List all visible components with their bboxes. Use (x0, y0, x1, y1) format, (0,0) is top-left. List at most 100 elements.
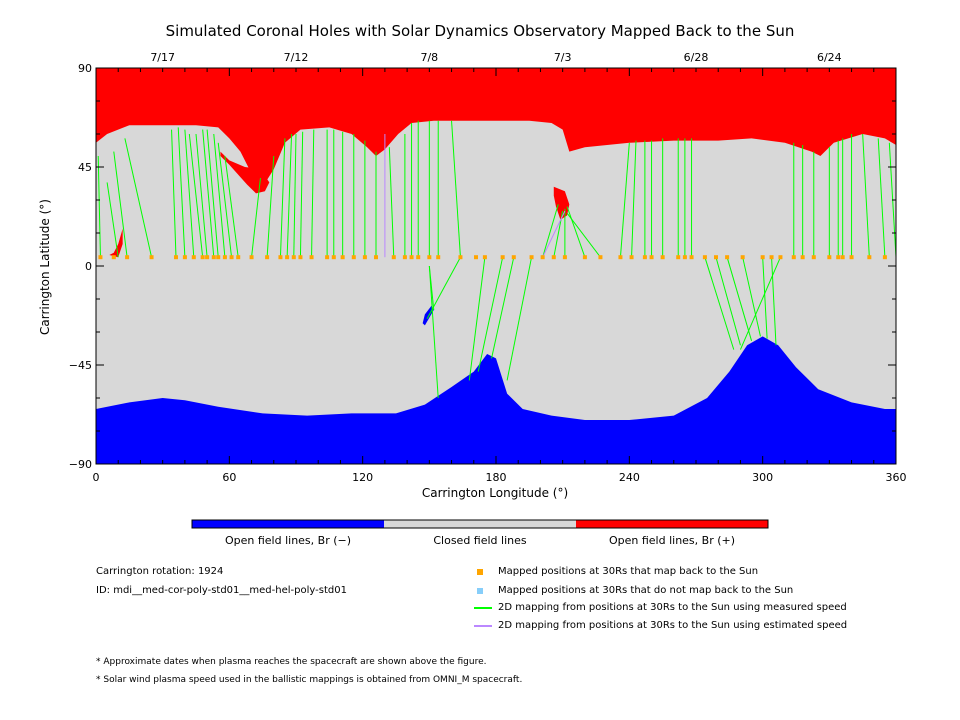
colorbar-label-positive: Open field lines, Br (+) (608, 534, 736, 547)
mapped-point (205, 255, 210, 260)
positive-coronal-hole-patch (220, 151, 270, 194)
mapped-point (416, 255, 421, 260)
mapped-point (714, 255, 718, 260)
mapped-point (702, 255, 707, 260)
mapped-point (582, 255, 587, 260)
measured-mapping-line (877, 138, 886, 258)
mapped-point (458, 255, 463, 260)
mapped-point (598, 255, 603, 260)
colorbar-frame (191, 519, 769, 529)
mapped-point (511, 255, 516, 260)
north-polar-coronal-hole (96, 68, 896, 187)
mapped-point (760, 255, 765, 260)
measured-mapping-line (631, 140, 637, 258)
south-polar-coronal-hole (96, 336, 896, 464)
mapped-point (216, 255, 221, 260)
measured-mapping-line (491, 257, 515, 359)
legend-estimated-swatch (474, 625, 492, 627)
positive-coronal-hole-patch (553, 186, 570, 220)
mapped-point (740, 255, 745, 260)
measured-mapping-line (771, 257, 777, 346)
measured-mapping-line (251, 177, 261, 258)
x-tick-label: 120 (352, 471, 373, 484)
measured-mapping-line (202, 129, 215, 258)
mapped-point (778, 255, 783, 260)
mapped-point (529, 255, 534, 260)
footnote-speed: * Solar wind plasma speed used in the ba… (96, 675, 523, 685)
mapped-point (629, 255, 634, 260)
mapped-point (849, 255, 854, 260)
mapped-point (222, 255, 227, 260)
date-label: 7/3 (554, 51, 572, 64)
model-id: ID: mdi__med-cor-poly-std01__med-hel-pol… (96, 585, 347, 596)
mapped-point (236, 255, 241, 260)
date-label: 7/8 (420, 51, 438, 64)
mapped-point (618, 255, 623, 260)
legend-mapped-swatch (477, 569, 483, 575)
mapped-point (725, 255, 730, 260)
measured-mapping-line (619, 142, 630, 258)
mapped-point (409, 255, 414, 260)
colorbar-closed (384, 520, 576, 528)
measured-mapping-line (206, 129, 219, 258)
mapped-point (689, 255, 694, 260)
measured-mapping-line (566, 206, 586, 258)
mapped-point (111, 255, 116, 260)
mapped-point (211, 255, 216, 260)
measured-mapping-line (715, 257, 741, 346)
x-tick-label: 0 (93, 471, 100, 484)
mapped-point (331, 255, 336, 260)
mapped-point (649, 255, 654, 260)
colorbar-label-negative: Open field lines, Br (−) (224, 534, 352, 547)
y-tick-label: −45 (69, 359, 92, 372)
mapped-point (642, 255, 647, 260)
measured-mapping-line (184, 129, 195, 258)
mapped-point (265, 255, 270, 260)
mapped-point (500, 255, 505, 260)
chart-title: Simulated Coronal Holes with Solar Dynam… (165, 22, 795, 40)
mapped-point (827, 255, 832, 260)
mapped-point (474, 255, 478, 260)
measured-mapping-line (266, 155, 275, 258)
mapped-point (182, 255, 187, 260)
negative-coronal-hole-patch (422, 305, 434, 326)
colorbar-label-closed: Closed field lines (433, 534, 527, 547)
mapped-point (298, 255, 303, 260)
mapped-point (309, 255, 314, 260)
footnote-dates: * Approximate dates when plasma reaches … (96, 657, 487, 667)
measured-mapping-line (97, 155, 101, 258)
measured-mapping-line (224, 155, 239, 258)
measured-mapping-line (171, 129, 177, 258)
measured-mapping-line (862, 133, 870, 258)
y-tick-label: 90 (78, 62, 92, 75)
y-axis-label: Carrington Latitude (°) (38, 199, 52, 335)
x-tick-label: 360 (886, 471, 907, 484)
mapped-point (551, 255, 556, 260)
mapped-point (374, 255, 378, 260)
x-tick-label: 240 (619, 471, 640, 484)
legend-measured-label: 2D mapping from positions at 30Rs to the… (498, 602, 847, 613)
measured-mapping-line (704, 257, 735, 350)
legend-unmapped-swatch (477, 588, 483, 594)
legend-unmapped-label: Mapped positions at 30Rs that do not map… (498, 585, 794, 596)
measured-mapping-line (188, 133, 204, 258)
mapped-point (682, 255, 687, 260)
y-tick-label: −90 (69, 458, 92, 471)
x-tick-label: 60 (222, 471, 236, 484)
measured-mapping-line (195, 133, 208, 258)
mapped-point (278, 255, 283, 260)
colorbar-negative (192, 520, 384, 528)
mapped-point (340, 255, 345, 260)
mapped-point (836, 255, 841, 260)
x-tick-label: 300 (752, 471, 773, 484)
carrington-rotation: Carrington rotation: 1924 (96, 566, 224, 577)
measured-mapping-line (428, 265, 439, 399)
axes: 0 60 120 180 240 300 360 90 45 0 −45 −90 7/17 7/12 7/8… (69, 51, 907, 529)
measured-mapping-line (739, 257, 781, 350)
mapped-point (676, 255, 681, 260)
mapped-point (402, 255, 407, 260)
measured-mapping-line (177, 127, 186, 258)
mapped-point (660, 255, 665, 260)
y-tick-label: 45 (78, 161, 92, 174)
